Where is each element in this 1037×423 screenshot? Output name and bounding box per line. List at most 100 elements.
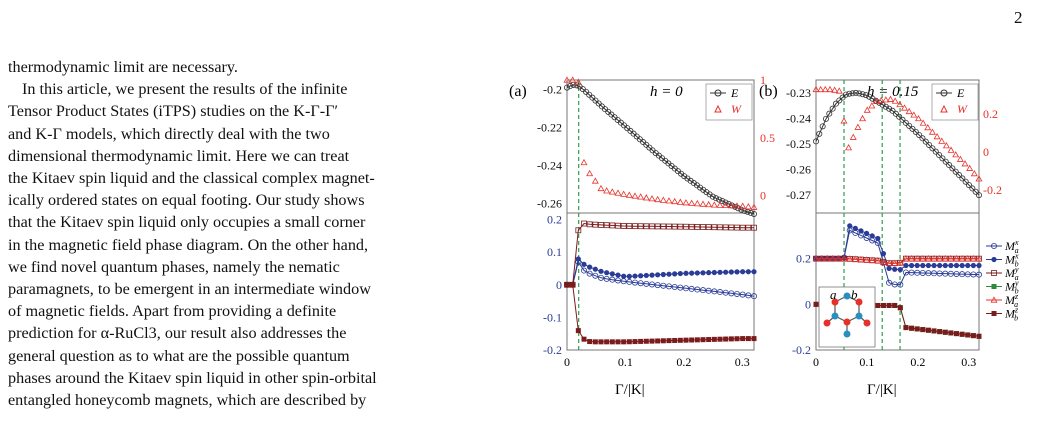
figure: (a) h = 0 -0.2 -0.22 -0.24 -0.26 1 0.5 0 0.2 0… bbox=[505, 0, 1037, 418]
data-point bbox=[835, 255, 842, 262]
data-point bbox=[868, 102, 876, 109]
data-point bbox=[626, 273, 632, 279]
data-point bbox=[970, 271, 977, 278]
data-point bbox=[902, 269, 909, 276]
data-point bbox=[716, 289, 723, 296]
data-point bbox=[908, 269, 915, 276]
data-point bbox=[920, 327, 926, 333]
data-point bbox=[975, 255, 983, 262]
data-point bbox=[731, 203, 738, 210]
text-line: the Kitaev spin liquid and the classical… bbox=[8, 169, 375, 188]
tick-label: 0 bbox=[805, 297, 811, 311]
data-point bbox=[643, 223, 650, 230]
tick-label: -0.2 bbox=[543, 343, 562, 357]
m-legend-marker bbox=[991, 256, 997, 263]
data-point bbox=[750, 210, 757, 217]
data-point bbox=[586, 221, 593, 228]
panel-a-xlabel: Γ/|K| bbox=[615, 382, 645, 398]
data-point bbox=[859, 114, 867, 122]
text-line: that the Kitaev spin liquid only occupie… bbox=[8, 213, 366, 232]
text-line: in the magnetic field phase diagram. On … bbox=[8, 235, 369, 254]
data-point bbox=[953, 255, 960, 262]
data-point bbox=[581, 267, 588, 274]
data-point bbox=[705, 287, 712, 294]
data-point bbox=[597, 184, 605, 192]
data-point bbox=[863, 256, 871, 263]
data-point bbox=[734, 336, 740, 342]
data-point bbox=[941, 255, 949, 262]
data-point bbox=[706, 337, 712, 343]
data-point bbox=[648, 195, 656, 202]
data-point bbox=[655, 338, 661, 344]
data-point bbox=[822, 115, 829, 122]
data-point bbox=[947, 146, 955, 153]
data-point bbox=[899, 116, 906, 123]
data-point bbox=[942, 158, 949, 165]
data-point bbox=[936, 270, 943, 277]
panel-a-legend-box bbox=[705, 83, 753, 121]
tick-label: -0.27 bbox=[786, 188, 811, 202]
series-line bbox=[816, 258, 979, 264]
data-point bbox=[892, 110, 899, 117]
data-point bbox=[592, 266, 598, 272]
data-point bbox=[882, 96, 890, 103]
inset-label-b: b bbox=[851, 287, 858, 302]
m-legend-label: My a bbox=[1004, 265, 1019, 282]
m-legend-label: Mx a bbox=[1004, 238, 1019, 255]
data-point bbox=[648, 281, 655, 288]
data-point bbox=[931, 262, 937, 269]
panel-a-bottom-series bbox=[564, 220, 757, 345]
data-point bbox=[966, 164, 974, 171]
data-point bbox=[919, 119, 927, 126]
data-point bbox=[924, 123, 932, 131]
panel-a-label: (a) bbox=[509, 83, 527, 100]
data-point bbox=[660, 338, 666, 344]
data-point bbox=[812, 138, 819, 145]
data-point bbox=[961, 160, 969, 167]
data-point bbox=[694, 286, 701, 293]
data-point bbox=[965, 262, 971, 269]
data-point bbox=[591, 177, 599, 184]
data-point bbox=[976, 333, 982, 339]
data-point bbox=[882, 103, 889, 110]
data-point bbox=[924, 255, 932, 262]
data-point bbox=[744, 208, 751, 215]
data-point bbox=[603, 187, 611, 194]
data-point bbox=[660, 282, 667, 289]
data-point bbox=[812, 85, 820, 93]
data-point bbox=[858, 228, 864, 234]
data-point bbox=[688, 285, 695, 292]
data-point bbox=[892, 302, 898, 308]
data-point bbox=[948, 330, 954, 336]
x-tick-label: 0.2 bbox=[910, 355, 925, 369]
m-legend-label: Mz b bbox=[1004, 306, 1019, 323]
data-point bbox=[609, 339, 615, 345]
data-point bbox=[925, 327, 931, 333]
data-point bbox=[953, 270, 960, 277]
data-point bbox=[964, 255, 972, 262]
data-point bbox=[716, 196, 723, 203]
tick-label: -0.2 bbox=[983, 183, 1002, 197]
data-point bbox=[677, 270, 683, 277]
tick-label: -0.25 bbox=[786, 137, 811, 151]
data-point bbox=[854, 123, 862, 130]
data-point bbox=[953, 262, 960, 269]
data-point bbox=[603, 275, 610, 282]
data-point bbox=[614, 189, 622, 196]
data-point bbox=[937, 329, 943, 335]
tick-label: -0.24 bbox=[537, 159, 562, 173]
data-point bbox=[626, 278, 633, 285]
data-point bbox=[966, 182, 973, 189]
panel-a-top-left-ticks: -0.2 -0.22 -0.24 -0.26 bbox=[537, 83, 562, 211]
data-point bbox=[835, 87, 843, 94]
data-point bbox=[722, 224, 729, 231]
data-point bbox=[666, 223, 672, 230]
data-point bbox=[643, 280, 650, 287]
data-point bbox=[632, 339, 638, 345]
data-point bbox=[709, 193, 716, 200]
data-point bbox=[891, 97, 899, 104]
tick-label: -0.26 bbox=[537, 197, 562, 211]
data-point bbox=[920, 262, 926, 269]
panel-b-bottom-frame bbox=[815, 212, 980, 351]
data-point bbox=[873, 97, 881, 105]
